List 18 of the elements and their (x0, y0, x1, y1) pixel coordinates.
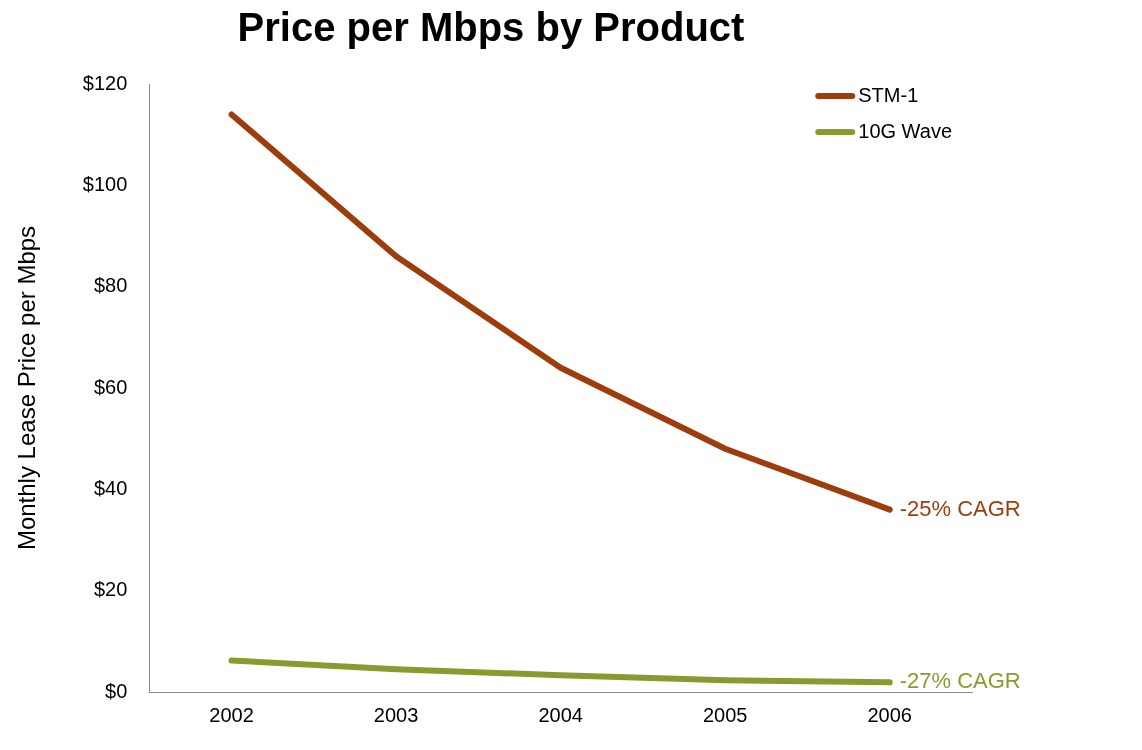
x-tick-label: 2003 (373, 703, 419, 726)
y-tick-label: $80 (93, 274, 128, 297)
x-tick-label: 2002 (209, 703, 254, 726)
y-tick-label: $20 (93, 578, 128, 601)
y-tick-label: $60 (93, 375, 128, 398)
x-tick-label: 2006 (867, 703, 912, 726)
y-tick-label: $40 (93, 476, 128, 499)
y-tick-label: $0 (105, 679, 128, 702)
y-tick-label: $120 (82, 71, 128, 94)
x-tick-label: 2005 (702, 703, 748, 726)
y-axis-title: Monthly Lease Price per Mbps (13, 225, 41, 551)
annotation: -25% CAGR (899, 495, 1021, 521)
legend-label: 10G Wave (858, 119, 953, 142)
annotation: -27% CAGR (899, 668, 1021, 694)
x-tick-label: 2004 (538, 703, 583, 726)
y-tick-label: $100 (82, 172, 128, 195)
legend-label: STM-1 (858, 83, 919, 106)
chart-title: Price per Mbps by Product (237, 5, 745, 50)
